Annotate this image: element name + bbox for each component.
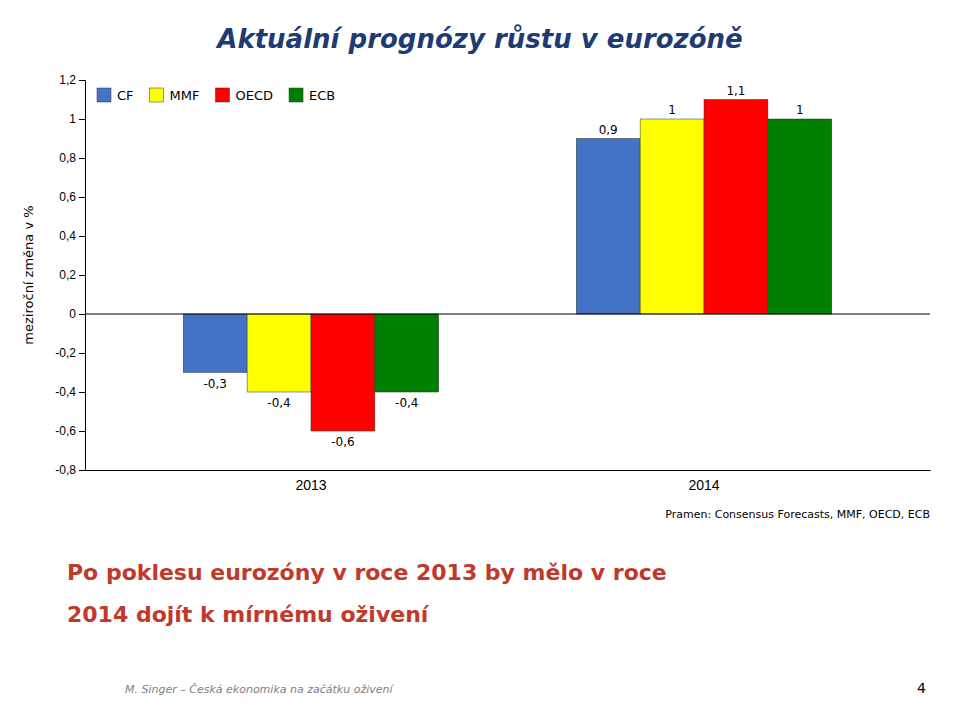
data-labels: -0,3 0,9 -0,4 1 -0,6 1,1 -0,4 1 bbox=[203, 84, 803, 450]
y-tick-label: 0,6 bbox=[59, 190, 76, 204]
legend-swatch bbox=[97, 88, 111, 102]
bar bbox=[640, 119, 704, 314]
source: Pramen: Consensus Forecasts, MMF, OECD, … bbox=[665, 508, 930, 521]
y-axis: -0,8 -0,6 -0,4 -0,2 0 0,2 0,4 0,6 0,8 1 1,2 bbox=[55, 73, 85, 477]
legend-label: MMF bbox=[170, 88, 200, 103]
x-axis: 2013 2014 bbox=[86, 470, 931, 493]
y-tick-label: -0,8 bbox=[55, 463, 76, 477]
data-label: -0,6 bbox=[331, 435, 354, 449]
legend-item: OECD bbox=[215, 88, 273, 103]
y-tick-mark bbox=[79, 314, 85, 315]
y-tick: 1 bbox=[69, 112, 85, 126]
legend-label: ECB bbox=[309, 88, 335, 103]
y-tick-label: -0,6 bbox=[55, 424, 76, 438]
y-tick-label: 0 bbox=[69, 307, 76, 321]
bar bbox=[576, 139, 640, 315]
data-label: 1 bbox=[668, 103, 676, 117]
legend-swatch bbox=[215, 88, 229, 102]
footer: M. Singer – Česká ekonomika na začátku o… bbox=[125, 683, 394, 696]
bars bbox=[183, 100, 831, 432]
y-tick-mark bbox=[79, 470, 85, 471]
y-tick: 1,2 bbox=[59, 73, 85, 87]
y-tick-mark bbox=[79, 431, 85, 432]
legend: CF MMF OECD ECB bbox=[97, 88, 335, 103]
y-tick-mark bbox=[79, 119, 85, 120]
subtitle: Po poklesu eurozóny v roce 2013 by mělo … bbox=[67, 560, 667, 585]
data-label: 1,1 bbox=[726, 84, 745, 98]
title: Aktuální prognózy růstu v eurozóně bbox=[215, 24, 742, 54]
data-label: -0,4 bbox=[267, 396, 290, 410]
y-tick-label: 0,2 bbox=[59, 268, 76, 282]
y-tick: -0,6 bbox=[55, 424, 85, 438]
y-tick-label: 1,2 bbox=[59, 73, 76, 87]
x-tick-label: 2014 bbox=[688, 477, 719, 493]
bar bbox=[375, 314, 439, 392]
data-label: -0,3 bbox=[203, 377, 226, 391]
data-label: -0,4 bbox=[395, 396, 418, 410]
bar bbox=[311, 314, 375, 431]
y-tick: -0,8 bbox=[55, 463, 85, 477]
y-tick-mark bbox=[79, 236, 85, 237]
legend-item: CF bbox=[97, 88, 134, 103]
y-tick: 0,6 bbox=[59, 190, 85, 204]
y-tick-mark bbox=[79, 392, 85, 393]
legend-swatch bbox=[150, 88, 164, 102]
y-tick-label: 0,4 bbox=[59, 229, 76, 243]
chart: Aktuální prognózy růstu v eurozóně-0,8-0… bbox=[0, 0, 960, 721]
plot: -0,8-0,6-0,4-0,200,20,40,60,811,22013201… bbox=[55, 73, 930, 493]
x-tick-label: 2013 bbox=[295, 477, 326, 493]
y-tick-label: -0,4 bbox=[55, 385, 76, 399]
legend-label: OECD bbox=[235, 88, 273, 103]
y-tick-mark bbox=[79, 158, 85, 159]
data-label: 1 bbox=[796, 103, 804, 117]
legend-swatch bbox=[289, 88, 303, 102]
data-label: 0,9 bbox=[599, 123, 618, 137]
legend-item: MMF bbox=[150, 88, 200, 103]
subtitle: 2014 dojít k mírnému oživení bbox=[67, 602, 430, 627]
y-axis-line bbox=[79, 81, 86, 471]
bar bbox=[247, 314, 311, 392]
bar bbox=[704, 100, 768, 315]
page-number: 4 bbox=[917, 680, 926, 696]
legend-label: CF bbox=[117, 88, 134, 103]
bar bbox=[768, 119, 832, 314]
y-tick-label: -0,2 bbox=[55, 346, 76, 360]
y-tick: 0,2 bbox=[59, 268, 85, 282]
y-tick-label: 0,8 bbox=[59, 151, 76, 165]
zero-line bbox=[85, 314, 930, 315]
y-axis-title: meziroční změna v % bbox=[21, 205, 36, 344]
y-tick-mark bbox=[79, 353, 85, 354]
y-tick-label: 1 bbox=[69, 112, 76, 126]
x-tick: 2013 bbox=[295, 470, 326, 493]
y-tick: -0,4 bbox=[55, 385, 85, 399]
y-tick: -0,2 bbox=[55, 346, 85, 360]
x-tick: 2014 bbox=[688, 470, 719, 493]
legend-item: ECB bbox=[289, 88, 335, 103]
bar bbox=[183, 314, 247, 373]
y-tick-mark bbox=[79, 80, 85, 81]
y-tick-mark bbox=[79, 275, 85, 276]
x-axis-line bbox=[86, 470, 931, 471]
y-tick-mark bbox=[79, 197, 85, 198]
y-tick: 0,8 bbox=[59, 151, 85, 165]
y-tick: 0 bbox=[69, 307, 85, 321]
y-tick: 0,4 bbox=[59, 229, 85, 243]
